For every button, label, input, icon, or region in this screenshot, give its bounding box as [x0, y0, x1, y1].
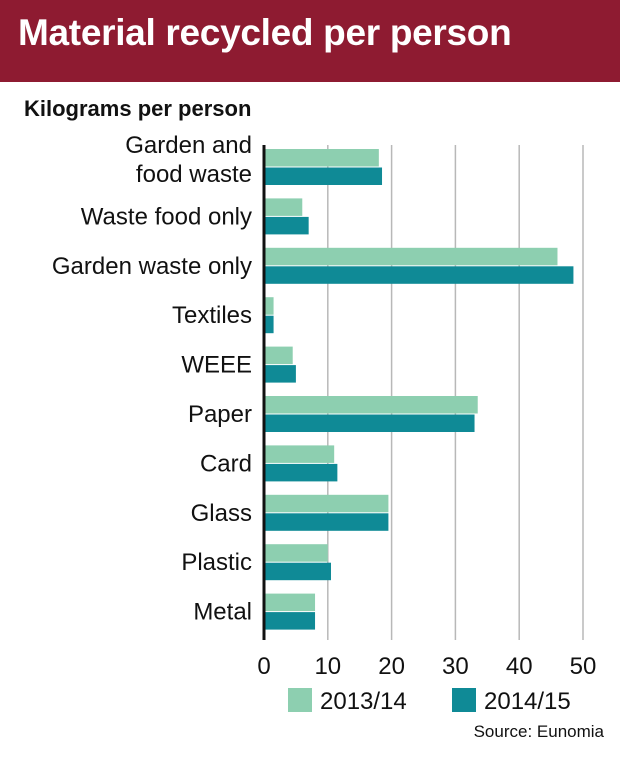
x-tick-label: 0 — [257, 653, 270, 680]
x-tick-label: 30 — [442, 653, 469, 680]
category-label: Waste food only — [81, 203, 252, 230]
category-label: Garden and food waste — [125, 132, 252, 188]
legend-label: 2013/14 — [320, 688, 407, 715]
bar — [264, 266, 574, 284]
category-label-line: food waste — [136, 161, 252, 188]
chart-title: Material recycled per person — [18, 12, 512, 53]
category-label: Plastic — [181, 549, 252, 576]
chart-subtitle: Kilograms per person — [24, 96, 252, 121]
bar — [264, 445, 335, 463]
x-tick-label: 50 — [570, 653, 597, 680]
source-note: Source: Eunomia — [473, 722, 604, 741]
bar — [264, 167, 383, 185]
legend-label: 2014/15 — [484, 688, 571, 715]
x-tick-label: 40 — [506, 653, 533, 680]
x-tick-label: 20 — [378, 653, 405, 680]
category-label: Paper — [188, 401, 252, 428]
bar — [264, 315, 274, 334]
category-label: WEEE — [181, 352, 252, 379]
bar — [264, 396, 478, 414]
bar — [264, 513, 389, 531]
bar — [264, 494, 389, 513]
bar — [264, 414, 475, 432]
header-bar: Material recycled per person — [0, 0, 620, 82]
category-label: Metal — [193, 599, 252, 626]
bar — [264, 216, 309, 235]
category-label: Glass — [191, 500, 252, 527]
legend-swatch — [288, 688, 312, 712]
bar — [264, 346, 293, 365]
bar — [264, 297, 274, 315]
legend-swatch — [452, 688, 476, 712]
x-tick-label: 10 — [314, 653, 341, 680]
bar — [264, 149, 379, 167]
category-label-line: Garden and — [125, 132, 252, 159]
bar — [264, 562, 331, 581]
category-label: Card — [200, 450, 252, 477]
bar — [264, 544, 328, 562]
bar — [264, 593, 316, 612]
bar — [264, 463, 338, 482]
category-label: Garden waste only — [52, 253, 252, 280]
bar — [264, 365, 296, 383]
bar — [264, 612, 316, 630]
bar — [264, 247, 558, 266]
category-label: Textiles — [172, 302, 252, 329]
bar — [264, 198, 303, 216]
